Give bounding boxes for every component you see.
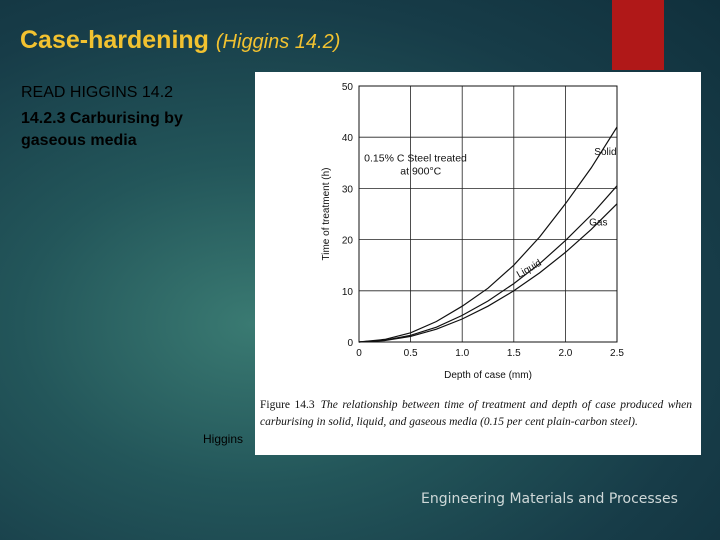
y-tick-label: 10 [342,287,354,298]
read-instruction: READ HIGGINS 14.2 [21,84,174,101]
source-label: Higgins [203,432,244,446]
series-label-liquid: Liquid [515,258,544,281]
chart: 0 0.5 1.0 1.5 2.0 2.5 0 10 20 30 40 50 Depth of case… [321,82,624,381]
title-sub: (Higgins 14.2) [215,31,341,53]
accent-bar [612,0,664,70]
series-line-gas [358,203,618,343]
x-tick-label: 0 [356,348,362,359]
series-label-solid: Solid [594,147,616,158]
figure-caption-text: The relationship between time of treatme… [260,399,692,428]
series-line-liquid [358,185,618,343]
y-tick-label: 40 [342,133,354,144]
y-axis-label: Time of treatment (h) [321,168,332,261]
y-tick-label: 20 [342,236,354,247]
y-tick-label: 30 [342,184,354,195]
figure-number: Figure 14.3 [260,399,315,411]
y-tick-label: 0 [347,338,353,349]
title-main: Case-hardening [20,26,209,54]
figure-panel: 0 0.5 1.0 1.5 2.0 2.5 0 10 20 30 40 50 Depth of case… [255,72,701,455]
slide-title: Case-hardening (Higgins 14.2) [20,26,340,55]
x-tick-label: 2.0 [558,348,572,359]
x-axis-label: Depth of case (mm) [444,370,532,381]
series-line-solid [358,126,618,343]
section-heading: 14.2.3 Carburising by gaseous media [21,110,183,149]
plot-frame [358,85,618,343]
series-label-gas: Gas [589,217,607,228]
y-tick-label: 50 [342,82,354,93]
x-tick-label: 0.5 [404,348,418,359]
x-tick-label: 1.5 [507,348,521,359]
footer-text: Engineering Materials and Processes [421,491,678,507]
x-tick-label: 1.0 [455,348,469,359]
x-tick-label: 2.5 [610,348,624,359]
figure-caption: Figure 14.3 The relationship between time… [260,397,692,431]
chart-annotation: 0.15% C Steel treated at 900°C [364,152,467,177]
